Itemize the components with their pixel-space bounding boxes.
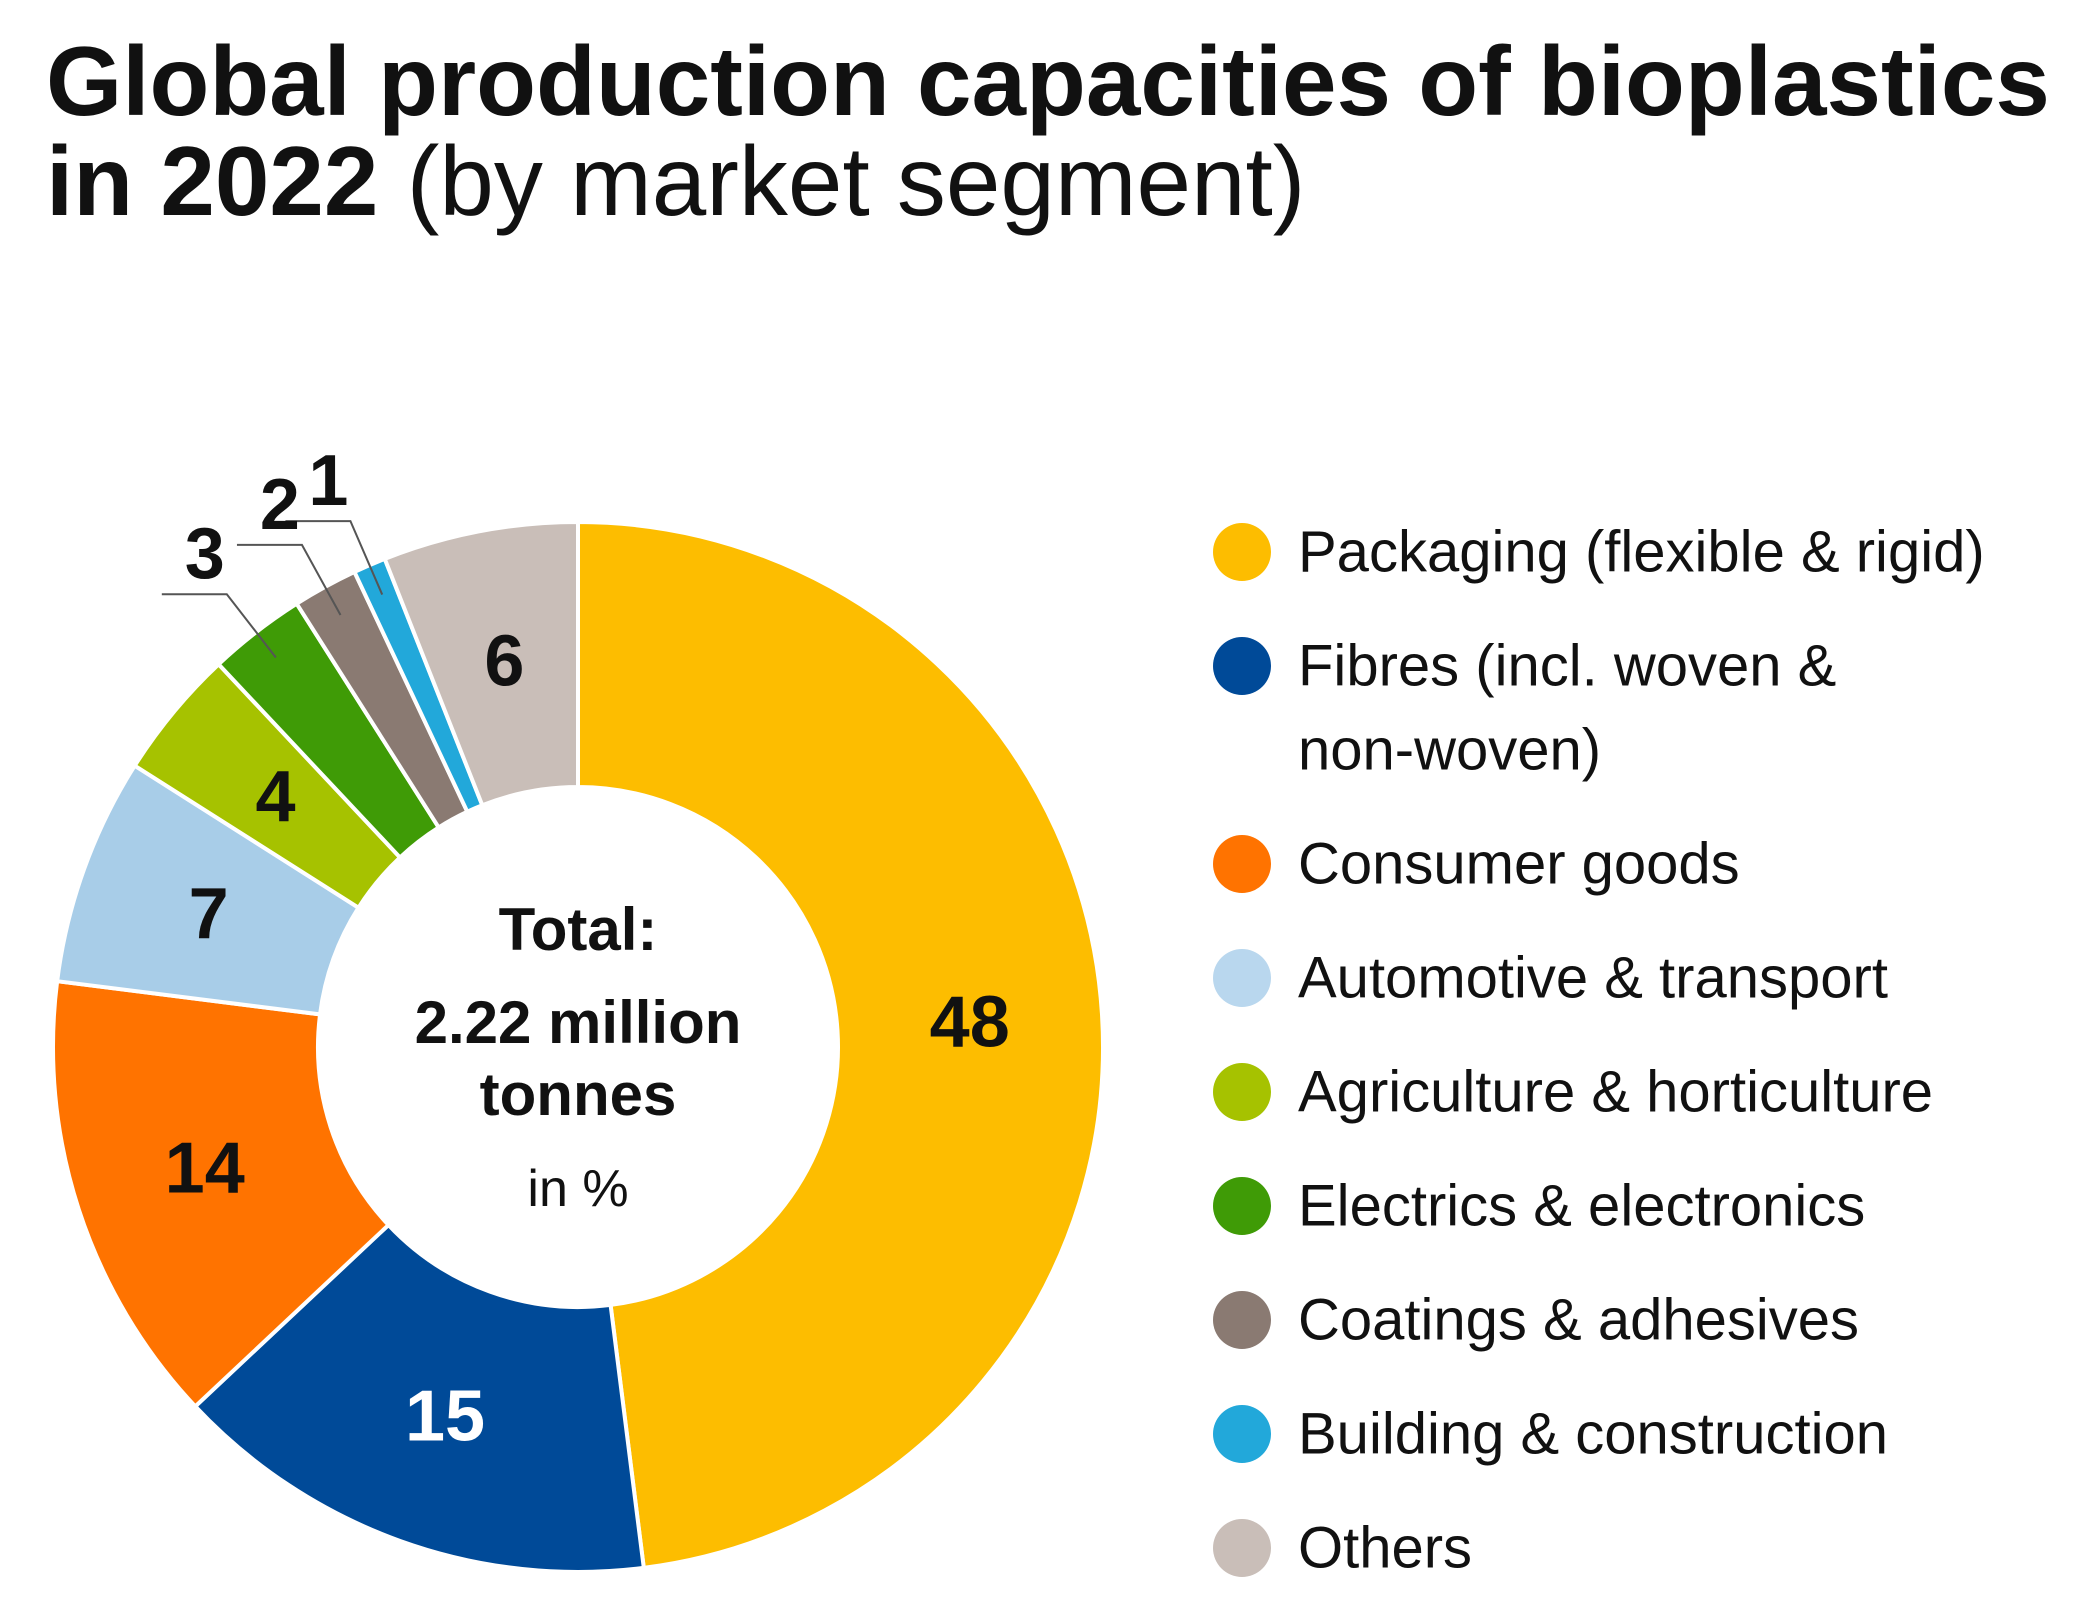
center-total-label: Total: xyxy=(499,896,658,963)
legend-swatch-icon xyxy=(1213,1519,1271,1577)
slice-value-automotive-and-transport: 7 xyxy=(189,874,229,954)
donut-slices xyxy=(51,519,1105,1574)
legend-item-electrics-and-electronics: Electrics & electronics xyxy=(1213,1174,1865,1239)
legend-swatch-icon xyxy=(1213,1177,1271,1235)
legend-label: Consumer goods xyxy=(1298,832,1740,897)
legend-label: Fibres (incl. woven & xyxy=(1298,634,1836,699)
legend-swatch-icon xyxy=(1213,835,1271,893)
legend-swatch-icon xyxy=(1213,523,1271,581)
donut-center-text: Total: 2.22 million tonnes in % xyxy=(415,896,742,1218)
chart-title: Global production capacities of bioplast… xyxy=(46,26,2050,236)
slice-value-agriculture-and-horticulture: 4 xyxy=(256,757,296,837)
chart-title-year: in 2022 xyxy=(46,126,378,236)
legend-item-automotive-and-transport: Automotive & transport xyxy=(1213,946,1888,1011)
legend-item-others: Others xyxy=(1213,1516,1472,1581)
slice-others xyxy=(382,519,580,808)
legend-label: Electrics & electronics xyxy=(1298,1174,1865,1239)
legend-swatch-icon xyxy=(1213,1291,1271,1349)
slice-packaging-flexible-and-rigid xyxy=(576,519,1105,1571)
slice-value-electrics-and-electronics: 3 xyxy=(185,514,225,594)
legend-swatch-icon xyxy=(1213,1405,1271,1463)
legend-label: Automotive & transport xyxy=(1298,946,1888,1011)
legend-item-fibres-incl-woven-and-non-woven: Fibres (incl. woven & non-woven) xyxy=(1213,634,1836,783)
legend-item-coatings-and-adhesives: Coatings & adhesives xyxy=(1213,1288,1859,1353)
slice-value-building-and-construction: 1 xyxy=(308,441,348,521)
legend-label: Coatings & adhesives xyxy=(1298,1288,1859,1353)
legend-swatch-icon xyxy=(1213,1063,1271,1121)
center-percent-note: in % xyxy=(527,1160,628,1218)
chart-title-suffix: (by market segment) xyxy=(407,126,1306,236)
leader-line-electrics-and-electronics xyxy=(161,593,277,659)
slice-value-packaging-flexible-and-rigid: 48 xyxy=(930,982,1010,1062)
legend-label: Packaging (flexible & rigid) xyxy=(1298,520,1985,585)
legend-item-agriculture-and-horticulture: Agriculture & horticulture xyxy=(1213,1060,1933,1125)
slice-consumer-goods xyxy=(51,978,392,1410)
legend-label: non-woven) xyxy=(1298,718,1601,783)
legend-item-consumer-goods: Consumer goods xyxy=(1213,832,1740,897)
legend-label: Building & construction xyxy=(1298,1402,1888,1467)
chart-title-line1: Global production capacities of bioplast… xyxy=(46,26,2050,136)
legend-item-building-and-construction: Building & construction xyxy=(1213,1402,1888,1467)
slice-fibres-incl-woven-and-non-woven xyxy=(192,1222,647,1574)
slice-value-others: 6 xyxy=(484,621,524,701)
chart-title-line2: in 2022 (by market segment) xyxy=(46,126,1305,236)
chart-legend: Packaging (flexible & rigid) Fibres (incl… xyxy=(1213,520,1985,1581)
legend-swatch-icon xyxy=(1213,949,1271,1007)
legend-item-packaging-flexible-and-rigid: Packaging (flexible & rigid) xyxy=(1213,520,1985,585)
slice-value-coatings-and-adhesives: 2 xyxy=(260,465,300,545)
legend-label: Agriculture & horticulture xyxy=(1298,1060,1933,1125)
leader-line-coatings-and-adhesives xyxy=(236,543,342,616)
legend-swatch-icon xyxy=(1213,637,1271,695)
slice-leader-lines xyxy=(161,520,384,659)
slice-value-labels: 48 15 14 74 32 1 6 xyxy=(165,441,1010,1456)
legend-label: Others xyxy=(1298,1516,1472,1581)
center-total-value: 2.22 million xyxy=(415,989,742,1056)
slice-value-consumer-goods: 14 xyxy=(165,1128,245,1208)
center-total-unit: tonnes xyxy=(480,1061,677,1128)
slice-value-fibres-incl-woven-and-non-woven: 15 xyxy=(405,1376,485,1456)
leader-line-building-and-construction xyxy=(285,520,384,595)
